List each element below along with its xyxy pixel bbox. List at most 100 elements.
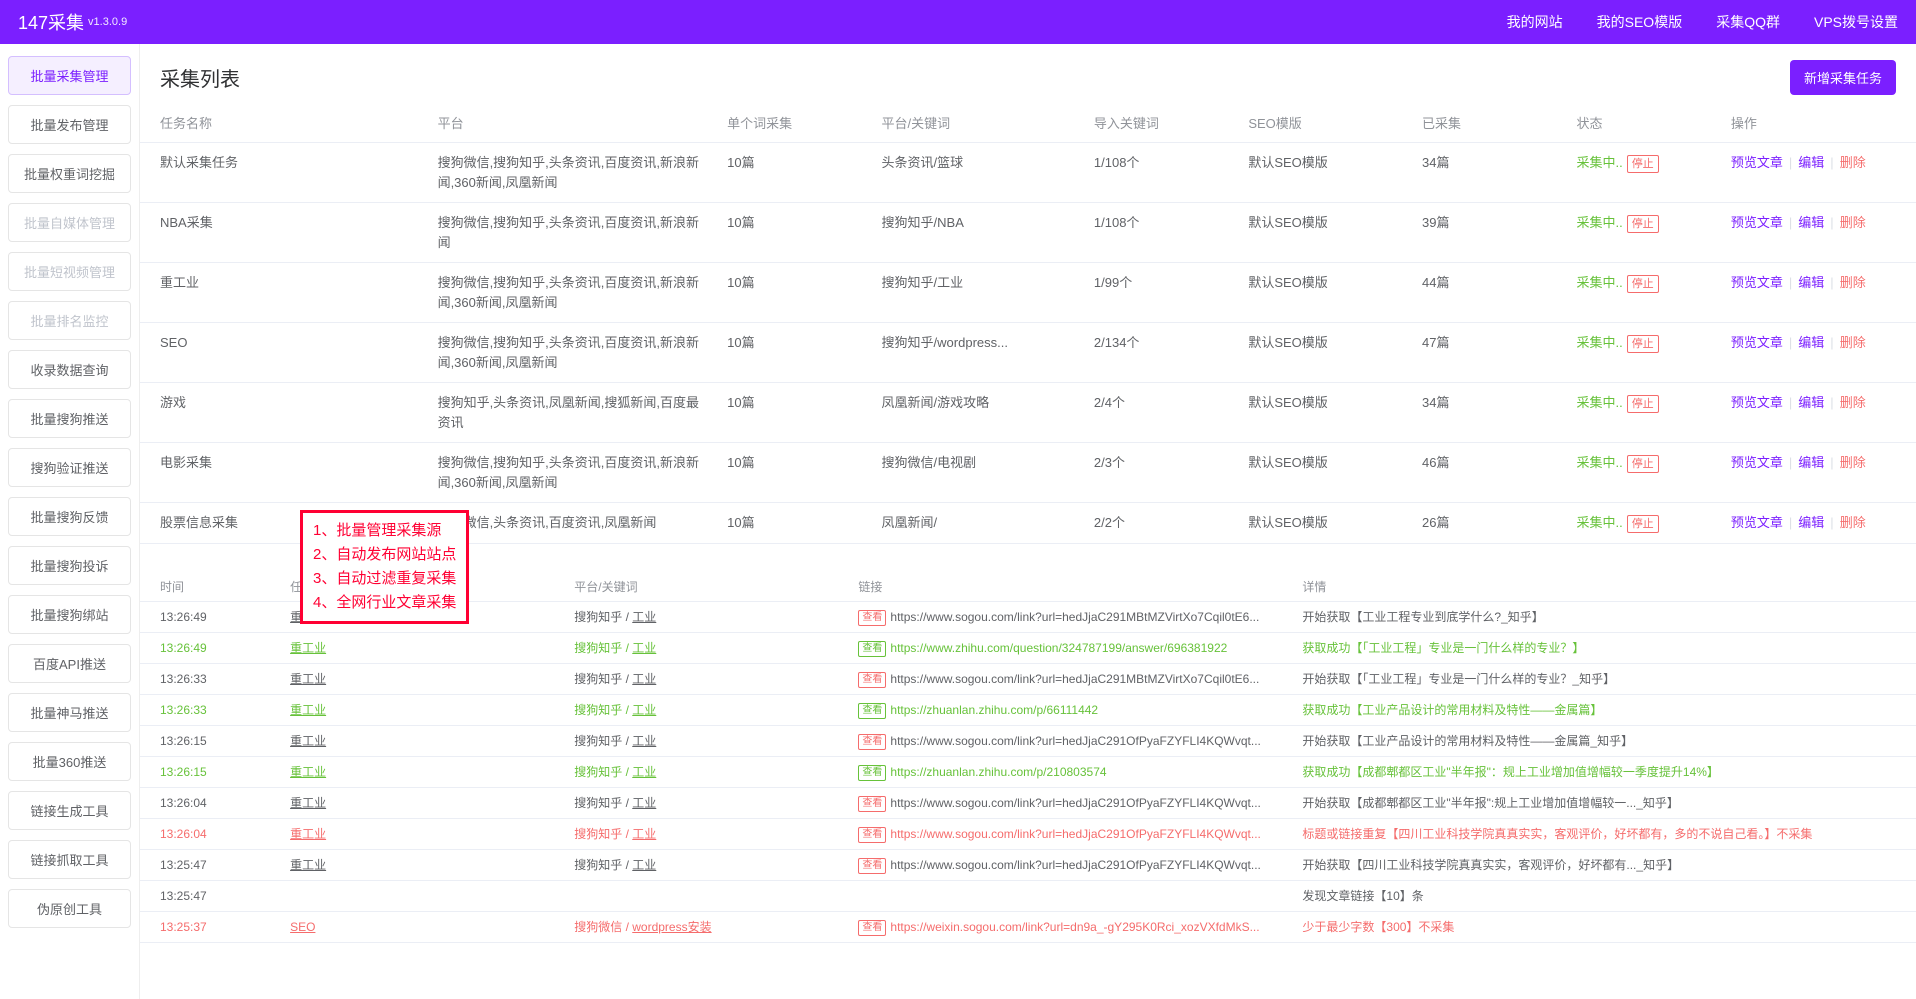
stop-button[interactable]: 停止 [1627, 215, 1659, 233]
view-tag[interactable]: 查看 [858, 827, 886, 843]
log-task-link[interactable]: 重工业 [290, 703, 326, 717]
log-row: 13:25:47发现文章链接【10】条 [140, 881, 1916, 912]
add-task-button[interactable]: 新增采集任务 [1790, 60, 1896, 95]
stop-button[interactable]: 停止 [1627, 155, 1659, 173]
preview-link[interactable]: 预览文章 [1731, 215, 1783, 230]
view-tag[interactable]: 查看 [858, 672, 886, 688]
preview-link[interactable]: 预览文章 [1731, 455, 1783, 470]
log-detail: 少于最少字数【300】不采集 [1294, 912, 1916, 943]
delete-link[interactable]: 删除 [1840, 155, 1866, 170]
log-keyword-link[interactable]: 工业 [632, 672, 656, 686]
sidebar-item-5: 批量排名监控 [8, 301, 131, 340]
view-tag[interactable]: 查看 [858, 703, 886, 719]
delete-link[interactable]: 删除 [1840, 455, 1866, 470]
preview-link[interactable]: 预览文章 [1731, 155, 1783, 170]
log-detail: 获取成功【「工业工程」专业是一门什么样的专业？】 [1294, 633, 1916, 664]
log-url[interactable]: https://www.sogou.com/link?url=hedJjaC29… [890, 858, 1261, 872]
log-keyword-link[interactable]: 工业 [632, 734, 656, 748]
nav-vps-dial[interactable]: VPS拨号设置 [1814, 12, 1898, 32]
edit-link[interactable]: 编辑 [1798, 515, 1824, 530]
view-tag[interactable]: 查看 [858, 920, 886, 936]
log-keyword-link[interactable]: 工业 [632, 641, 656, 655]
preview-link[interactable]: 预览文章 [1731, 335, 1783, 350]
log-task-link[interactable]: 重工业 [290, 858, 326, 872]
edit-link[interactable]: 编辑 [1798, 215, 1824, 230]
brand-title: 147采集 [18, 9, 84, 35]
log-task-link[interactable]: SEO [290, 920, 315, 934]
log-keyword-link[interactable]: 工业 [632, 610, 656, 624]
preview-link[interactable]: 预览文章 [1731, 275, 1783, 290]
status-running: 采集中.. [1576, 275, 1622, 290]
version-label: v1.3.0.9 [88, 16, 127, 28]
log-keyword-link[interactable]: wordpress安装 [632, 920, 711, 934]
log-task-link[interactable]: 重工业 [290, 827, 326, 841]
log-row: 13:26:04重工业搜狗知乎 / 工业查看https://www.sogou.… [140, 819, 1916, 850]
log-url[interactable]: https://www.sogou.com/link?url=hedJjaC29… [890, 734, 1261, 748]
stop-button[interactable]: 停止 [1627, 515, 1659, 533]
sidebar-item-2[interactable]: 批量权重词挖掘 [8, 154, 131, 193]
nav-seo-template[interactable]: 我的SEO模版 [1597, 12, 1683, 32]
view-tag[interactable]: 查看 [858, 734, 886, 750]
log-keyword-link[interactable]: 工业 [632, 827, 656, 841]
log-keyword-link[interactable]: 工业 [632, 765, 656, 779]
stop-button[interactable]: 停止 [1627, 335, 1659, 353]
stop-button[interactable]: 停止 [1627, 395, 1659, 413]
edit-link[interactable]: 编辑 [1798, 455, 1824, 470]
sidebar-item-9[interactable]: 批量搜狗反馈 [8, 497, 131, 536]
sidebar-item-14[interactable]: 批量360推送 [8, 742, 131, 781]
log-url[interactable]: https://zhuanlan.zhihu.com/p/66111442 [890, 703, 1098, 717]
edit-link[interactable]: 编辑 [1798, 335, 1824, 350]
sidebar-item-12[interactable]: 百度API推送 [8, 644, 131, 683]
sidebar-item-7[interactable]: 批量搜狗推送 [8, 399, 131, 438]
log-url[interactable]: https://www.sogou.com/link?url=hedJjaC29… [890, 610, 1259, 624]
log-task-link[interactable]: 重工业 [290, 796, 326, 810]
delete-link[interactable]: 删除 [1840, 335, 1866, 350]
view-tag[interactable]: 查看 [858, 765, 886, 781]
log-url[interactable]: https://www.sogou.com/link?url=hedJjaC29… [890, 672, 1259, 686]
status-running: 采集中.. [1576, 395, 1622, 410]
task-col-3: 平台/关键词 [874, 103, 1086, 143]
sidebar-item-10[interactable]: 批量搜狗投诉 [8, 546, 131, 585]
view-tag[interactable]: 查看 [858, 641, 886, 657]
task-row: 默认采集任务搜狗微信,搜狗知乎,头条资讯,百度资讯,新浪新闻,360新闻,凤凰新… [140, 143, 1916, 203]
sidebar-item-6[interactable]: 收录数据查询 [8, 350, 131, 389]
preview-link[interactable]: 预览文章 [1731, 515, 1783, 530]
stop-button[interactable]: 停止 [1627, 275, 1659, 293]
log-url[interactable]: https://weixin.sogou.com/link?url=dn9a_-… [890, 920, 1259, 934]
view-tag[interactable]: 查看 [858, 796, 886, 812]
delete-link[interactable]: 删除 [1840, 395, 1866, 410]
log-task-link[interactable]: 重工业 [290, 734, 326, 748]
preview-link[interactable]: 预览文章 [1731, 395, 1783, 410]
delete-link[interactable]: 删除 [1840, 515, 1866, 530]
view-tag[interactable]: 查看 [858, 610, 886, 626]
log-url[interactable]: https://www.zhihu.com/question/324787199… [890, 641, 1227, 655]
log-url[interactable]: https://www.sogou.com/link?url=hedJjaC29… [890, 796, 1261, 810]
task-col-2: 单个词采集 [719, 103, 873, 143]
log-keyword-link[interactable]: 工业 [632, 796, 656, 810]
log-url[interactable]: https://www.sogou.com/link?url=hedJjaC29… [890, 827, 1261, 841]
log-task-link[interactable]: 重工业 [290, 672, 326, 686]
sidebar-item-0[interactable]: 批量采集管理 [8, 56, 131, 95]
edit-link[interactable]: 编辑 [1798, 395, 1824, 410]
log-keyword-link[interactable]: 工业 [632, 858, 656, 872]
stop-button[interactable]: 停止 [1627, 455, 1659, 473]
sidebar-item-13[interactable]: 批量神马推送 [8, 693, 131, 732]
view-tag[interactable]: 查看 [858, 858, 886, 874]
sidebar-item-16[interactable]: 链接抓取工具 [8, 840, 131, 879]
sidebar-item-17[interactable]: 伪原创工具 [8, 889, 131, 928]
edit-link[interactable]: 编辑 [1798, 275, 1824, 290]
nav-my-site[interactable]: 我的网站 [1507, 12, 1563, 32]
log-keyword-link[interactable]: 工业 [632, 703, 656, 717]
log-task-link[interactable]: 重工业 [290, 765, 326, 779]
sidebar-item-15[interactable]: 链接生成工具 [8, 791, 131, 830]
log-url[interactable]: https://zhuanlan.zhihu.com/p/210803574 [890, 765, 1106, 779]
sidebar-item-8[interactable]: 搜狗验证推送 [8, 448, 131, 487]
sidebar-item-11[interactable]: 批量搜狗绑站 [8, 595, 131, 634]
sidebar-item-1[interactable]: 批量发布管理 [8, 105, 131, 144]
log-task-link[interactable]: 重工业 [290, 641, 326, 655]
log-detail: 开始获取【四川工业科技学院真真实实，客观评价，好坏都有..._知乎】 [1294, 850, 1916, 881]
delete-link[interactable]: 删除 [1840, 215, 1866, 230]
delete-link[interactable]: 删除 [1840, 275, 1866, 290]
edit-link[interactable]: 编辑 [1798, 155, 1824, 170]
nav-qq-group[interactable]: 采集QQ群 [1716, 12, 1780, 32]
